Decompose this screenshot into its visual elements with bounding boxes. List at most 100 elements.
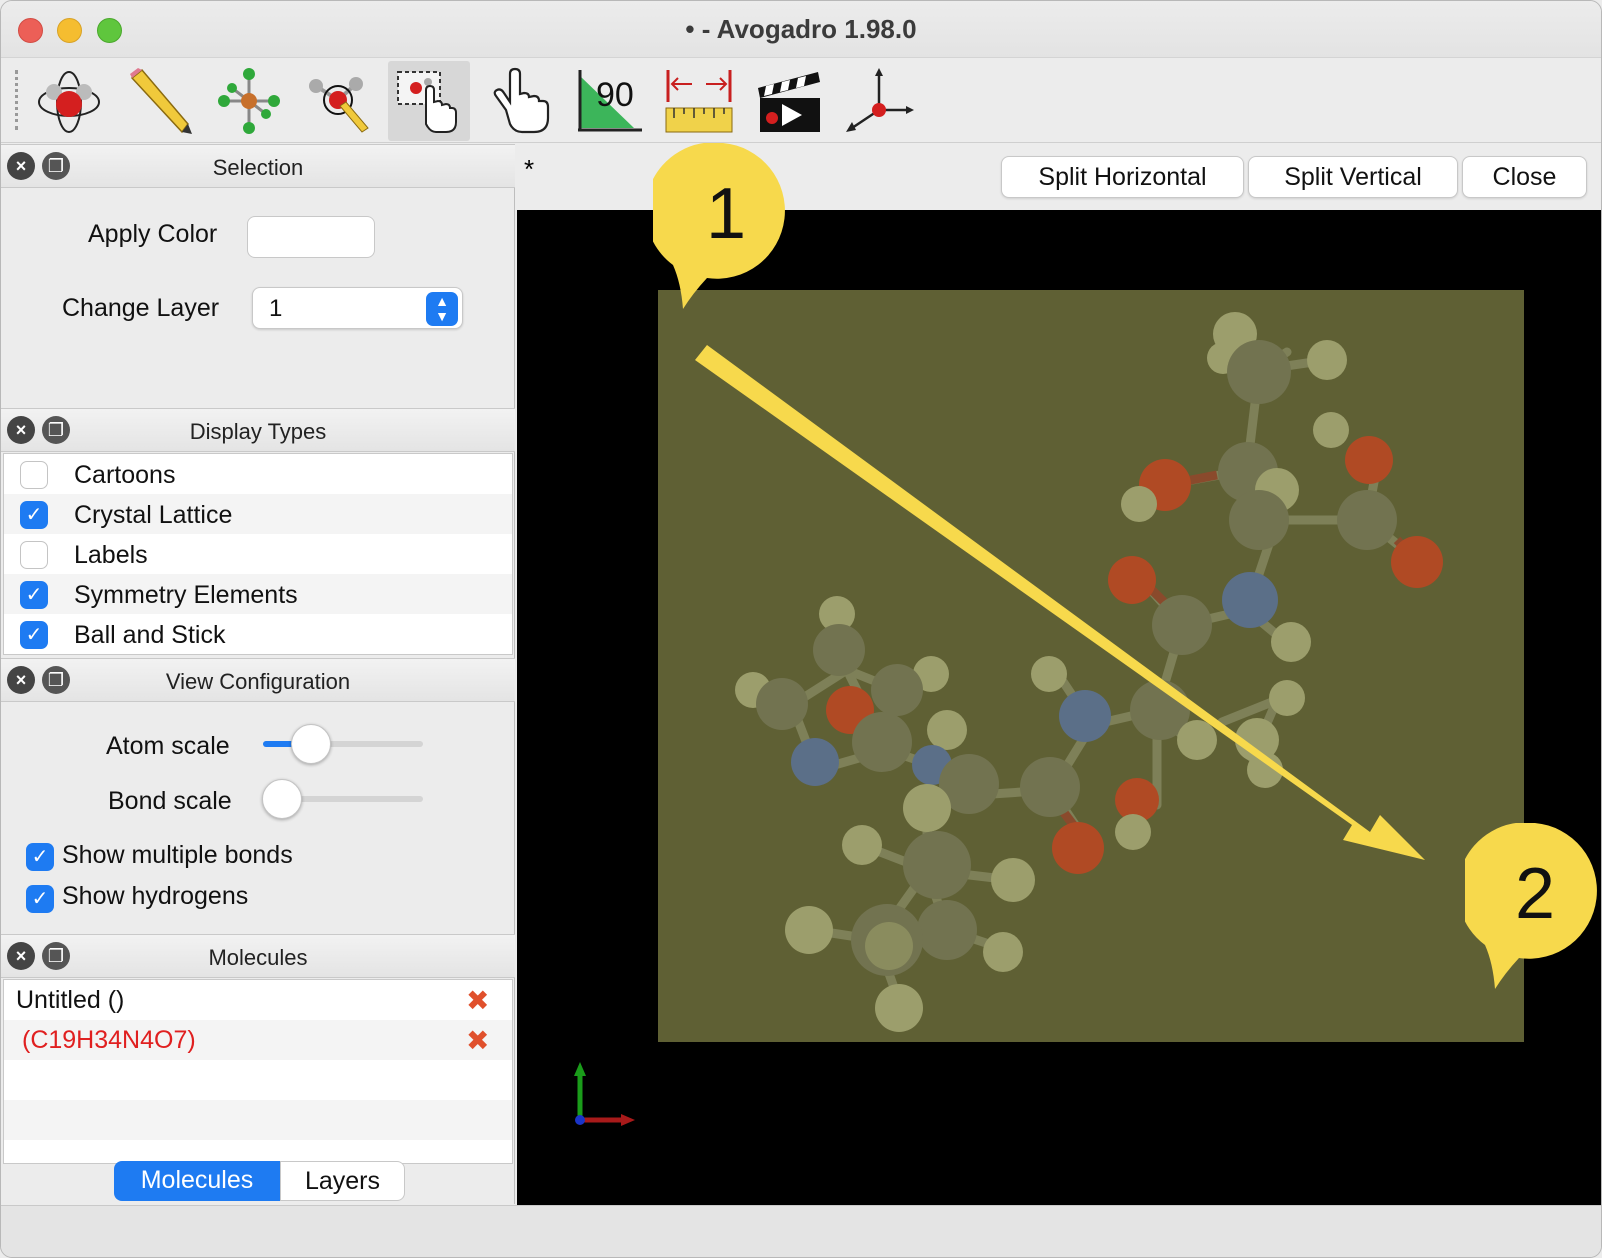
float-icon[interactable]: ❐ xyxy=(42,416,70,444)
display-type-label: Ball and Stick xyxy=(74,621,226,649)
status-bar xyxy=(1,1205,1601,1257)
tab-molecules[interactable]: Molecules xyxy=(114,1161,280,1201)
show-multiple-bonds-checkbox[interactable]: ✓ xyxy=(26,843,54,871)
minimize-window-button[interactable] xyxy=(57,18,82,43)
view-config-title: View Configuration xyxy=(165,669,351,694)
atoms xyxy=(735,312,1443,1032)
display-type-ball-and-stick[interactable]: ✓ Ball and Stick xyxy=(4,614,512,654)
checkbox[interactable]: ✓ xyxy=(20,501,48,529)
molecule-label: (C19H34N4O7) xyxy=(22,1026,196,1054)
float-icon[interactable]: ❐ xyxy=(42,152,70,180)
manipulate-tool-button[interactable] xyxy=(478,61,560,141)
layer-spinbox[interactable]: 1 ▲ ▼ xyxy=(252,287,463,329)
bond-scale-slider[interactable] xyxy=(263,796,423,802)
atom-scale-fill xyxy=(263,741,311,747)
delete-icon[interactable]: ✖ xyxy=(466,1025,490,1056)
atom-scale-label: Atom scale xyxy=(106,732,230,760)
split-vertical-button[interactable]: Split Vertical xyxy=(1248,156,1458,198)
checkbox[interactable] xyxy=(20,461,48,489)
selection-dock-header: × ❐ Selection xyxy=(1,144,515,188)
molecule-scene xyxy=(574,290,1524,1126)
spin-arrows-icon[interactable]: ▲ ▼ xyxy=(426,292,458,326)
display-type-label: Labels xyxy=(74,541,148,569)
atom-scale-handle[interactable] xyxy=(291,724,331,764)
apply-color-label: Apply Color xyxy=(88,220,218,248)
callout-2-number: 2 xyxy=(1515,854,1555,934)
callout-2: 2 xyxy=(1465,823,1597,989)
window-title: • - Avogadro 1.98.0 xyxy=(685,14,917,44)
display-type-labels[interactable]: Labels xyxy=(4,534,512,574)
split-horizontal-button[interactable]: Split Horizontal xyxy=(1001,156,1244,198)
display-type-label: Crystal Lattice xyxy=(74,501,233,529)
molecule-row-formula[interactable]: (C19H34N4O7) ✖ xyxy=(4,1020,512,1060)
measure-tool-button[interactable]: 90 xyxy=(568,61,650,141)
show-hydrogens-label: Show hydrogens xyxy=(62,882,249,910)
drag-arrow xyxy=(695,345,1425,860)
molecule-row-untitled[interactable]: Untitled () ✖ xyxy=(4,980,512,1020)
selection-dock-title: Selection xyxy=(212,155,304,180)
selection-icon xyxy=(397,71,457,133)
bond-centric-tool-button[interactable] xyxy=(298,61,380,141)
molecules-list: Untitled () ✖ (C19H34N4O7) ✖ xyxy=(3,979,513,1164)
view-config-dock-header: × ❐ View Configuration xyxy=(1,658,515,702)
left-dock-area: × ❐ Selection Apply Color Change Layer 1… xyxy=(1,144,515,1204)
template-icon xyxy=(218,68,280,134)
axes-icon xyxy=(846,68,914,132)
navigate-icon xyxy=(38,71,100,133)
view-tab-marker[interactable]: * xyxy=(524,154,535,184)
ruler-tool-button[interactable] xyxy=(658,61,740,141)
hand-icon xyxy=(493,67,550,134)
toolbar-grip[interactable] xyxy=(15,70,19,130)
delete-icon[interactable]: ✖ xyxy=(466,985,490,1016)
bond-centric-icon xyxy=(309,77,369,133)
show-hydrogens-checkbox[interactable]: ✓ xyxy=(26,885,54,913)
callout-1-number: 1 xyxy=(706,174,746,254)
molecule-viewport[interactable] xyxy=(517,210,1601,1205)
display-type-label: Symmetry Elements xyxy=(74,581,298,609)
selection-tool-button[interactable] xyxy=(388,61,470,141)
checkbox[interactable] xyxy=(20,541,48,569)
close-icon[interactable]: × xyxy=(7,942,35,970)
callout-1: 1 xyxy=(653,143,785,309)
display-type-crystal-lattice[interactable]: ✓ Crystal Lattice xyxy=(4,494,512,534)
display-types-dock-header: × ❐ Display Types xyxy=(1,408,515,452)
template-tool-button[interactable] xyxy=(208,61,290,141)
ruler-icon xyxy=(665,70,733,133)
apply-color-button[interactable] xyxy=(247,216,375,258)
empty-row xyxy=(4,1100,512,1140)
close-view-button[interactable]: Close xyxy=(1462,156,1587,198)
display-type-label: Cartoons xyxy=(74,461,176,489)
checkbox[interactable]: ✓ xyxy=(20,581,48,609)
zoom-window-button[interactable] xyxy=(97,18,122,43)
navigate-tool-button[interactable] xyxy=(28,61,110,141)
display-type-cartoons[interactable]: Cartoons xyxy=(4,454,512,494)
bond-scale-handle[interactable] xyxy=(262,779,302,819)
angle-label: 90 xyxy=(596,76,634,114)
close-icon[interactable]: × xyxy=(7,152,35,180)
show-multiple-bonds-label: Show multiple bonds xyxy=(62,841,293,869)
close-window-button[interactable] xyxy=(18,18,43,43)
change-layer-label: Change Layer xyxy=(62,294,220,322)
atom-scale-slider[interactable] xyxy=(263,741,423,747)
bond-scale-label: Bond scale xyxy=(108,787,232,815)
molecules-dock-header: × ❐ Molecules xyxy=(1,934,515,978)
pencil-icon xyxy=(130,68,192,134)
close-icon[interactable]: × xyxy=(7,666,35,694)
main-toolbar: 90 xyxy=(1,58,1601,143)
close-icon[interactable]: × xyxy=(7,416,35,444)
checkbox[interactable]: ✓ xyxy=(20,621,48,649)
animation-tool-button[interactable] xyxy=(748,61,830,141)
float-icon[interactable]: ❐ xyxy=(42,666,70,694)
float-icon[interactable]: ❐ xyxy=(42,942,70,970)
molecules-title: Molecules xyxy=(208,945,308,970)
tab-layers[interactable]: Layers xyxy=(280,1161,405,1201)
draw-tool-button[interactable] xyxy=(118,61,200,141)
display-type-symmetry-elements[interactable]: ✓ Symmetry Elements xyxy=(4,574,512,614)
display-types-list: Cartoons ✓ Crystal Lattice Labels ✓ Symm… xyxy=(3,453,513,655)
display-types-title: Display Types xyxy=(189,419,327,444)
align-tool-button[interactable] xyxy=(838,61,920,141)
angle-icon: 90 xyxy=(578,70,642,132)
title-bar: • - Avogadro 1.98.0 xyxy=(1,1,1601,58)
axis-indicator xyxy=(574,1062,635,1126)
